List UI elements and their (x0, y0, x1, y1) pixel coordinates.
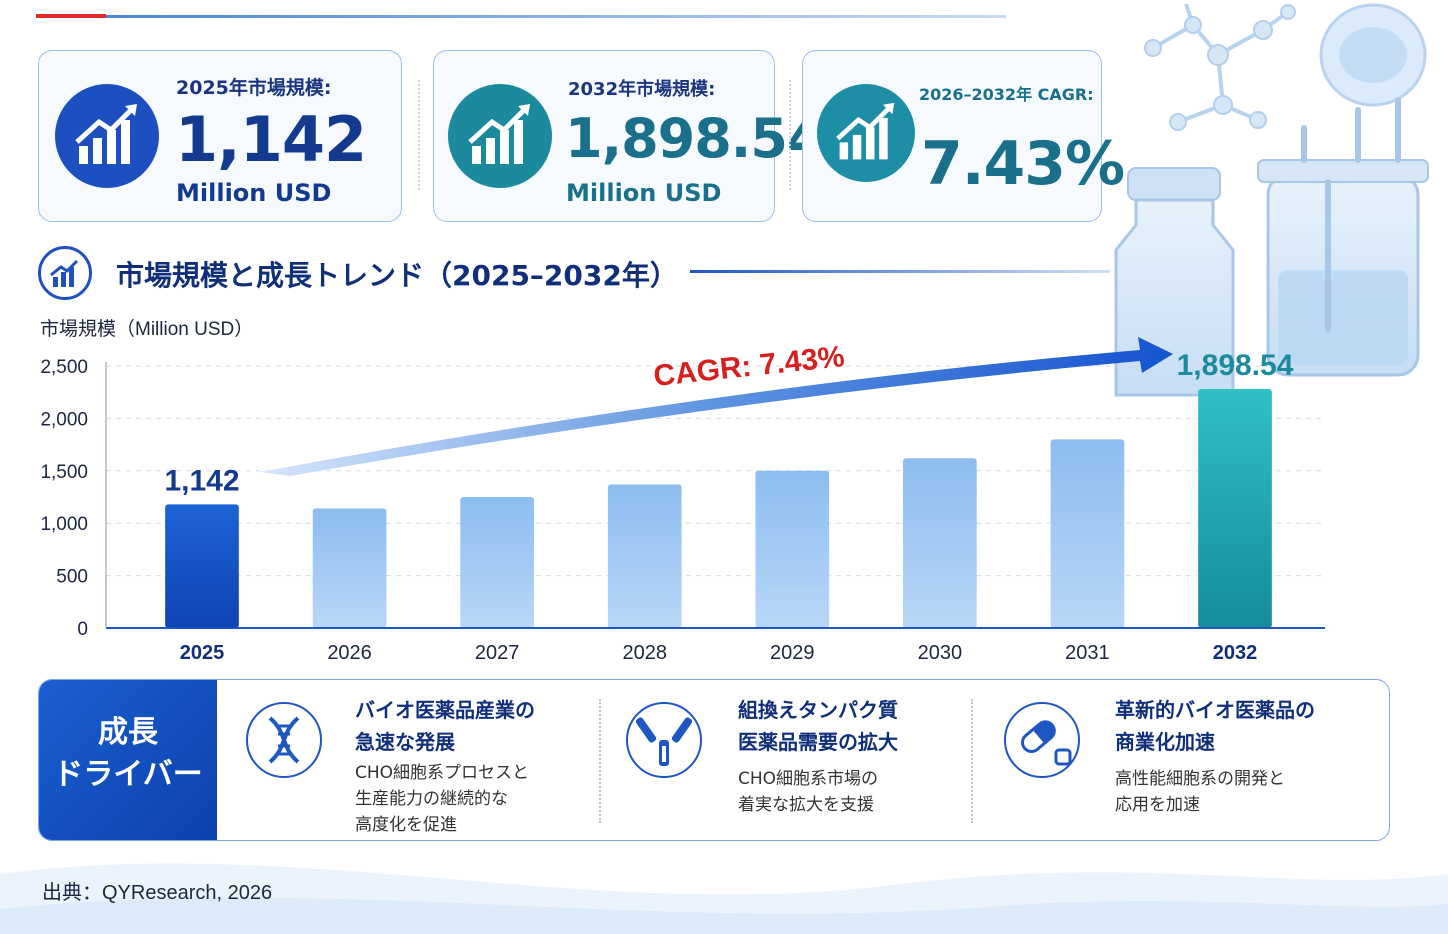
y-tick-label: 2,000 (40, 409, 88, 430)
chart-canvas: 市場規模（Million USD） 0 500 1,000 1,500 2,000 2,5… (40, 318, 1325, 664)
stat-label: 2026–2032年 CAGR: (919, 85, 1094, 104)
divider (789, 80, 791, 190)
x-tick-label: 2032 (1213, 642, 1258, 664)
divider (418, 80, 420, 190)
y-tick-label: 1,000 (40, 514, 88, 535)
stat-value: 7.43% (921, 129, 1125, 199)
capsule-icon (1004, 702, 1080, 778)
x-tick-label: 2025 (180, 642, 225, 664)
x-tick-label: 2026 (327, 642, 372, 664)
source-note: 出典：QYResearch, 2026 (42, 882, 273, 904)
growth-drivers-title: 成長 ドライバー (53, 715, 203, 792)
driver-divider (599, 699, 601, 823)
data-label-2032: 1,898.54 (1177, 349, 1294, 382)
bar-2025 (165, 504, 239, 628)
stat-card-2025-market: 2025年市場規模: 1,142 Million USD (38, 50, 402, 222)
driver-title: バイオ医薬品産業の 急速な発展 (355, 698, 535, 754)
trend-up-bars-icon (448, 84, 552, 188)
section-title-text: 市場規模と成長トレンド（2025–2032年） (116, 259, 678, 292)
driver-desc: 高性能細胞系の開発と 応用を加速 (1115, 769, 1285, 815)
x-tick-label: 2030 (918, 642, 963, 664)
title-underline (690, 270, 1110, 273)
x-tick-label: 2028 (622, 642, 667, 664)
bar-2032 (1198, 389, 1272, 628)
x-tick-label: 2031 (1065, 642, 1110, 664)
bar-2030 (903, 458, 977, 628)
decorative-wave (0, 863, 1448, 934)
bar-chart-icon (38, 246, 92, 300)
stat-unit: Million USD (566, 179, 722, 207)
y-tick-label: 1,500 (40, 462, 88, 483)
top-accent-blue (106, 15, 1006, 18)
driver-title: 革新的バイオ医薬品の 商業化加速 (1115, 698, 1315, 754)
x-tick-label: 2029 (770, 642, 815, 664)
x-tick-label: 2027 (475, 642, 519, 664)
stat-label: 2025年市場規模: (176, 77, 332, 99)
market-size-bar-chart: 市場規模（Million USD） 0 500 1,000 1,500 2,000 2,5… (30, 310, 1350, 680)
bar-2026 (312, 508, 387, 628)
growth-drivers-header: 成長 ドライバー (39, 680, 217, 840)
stat-label: 2032年市場規模: (568, 79, 716, 100)
bar-2029 (755, 470, 830, 628)
stat-card-2032-market: 2032年市場規模: 1,898.54 Million USD (433, 50, 824, 222)
y-tick-label: 2,500 (40, 357, 88, 378)
y-axis-label: 市場規模（Million USD） (40, 318, 253, 340)
bar-2031 (1050, 439, 1125, 628)
driver-desc: CHO細胞系市場の 着実な拡大を支援 (738, 769, 879, 815)
cagr-arrow (260, 337, 1173, 476)
antibody-icon (626, 702, 702, 778)
trend-up-bars-icon (55, 84, 159, 188)
bar-2027 (460, 497, 534, 628)
driver-title: 組換えタンパク質 医薬品需要の拡大 (738, 698, 898, 754)
y-tick-label: 0 (77, 619, 88, 640)
driver-divider (971, 699, 973, 823)
stat-unit: Million USD (176, 179, 332, 207)
stat-value: 1,898.54 (565, 107, 824, 170)
driver-desc: CHO細胞系プロセスと 生産能力の継続的な 高度化を促進 (355, 763, 530, 835)
y-tick-label: 500 (56, 567, 88, 588)
bar-2028 (607, 484, 682, 628)
stat-card-cagr: 2026–2032年 CAGR: 7.43% (802, 50, 1125, 222)
data-label-2025: 1,142 (164, 464, 239, 497)
top-accent-red (36, 14, 106, 18)
stat-value: 1,142 (175, 103, 367, 176)
trend-up-bars-icon (817, 84, 915, 182)
dna-icon (246, 702, 322, 778)
